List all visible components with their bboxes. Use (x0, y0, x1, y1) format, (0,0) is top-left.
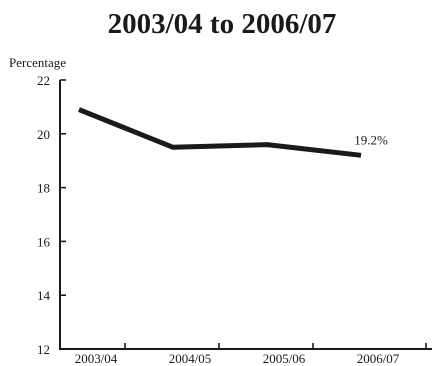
y-axis-label: Percentage (9, 55, 66, 70)
x-tick-label: 2005/06 (263, 351, 306, 366)
axes (59, 80, 432, 350)
y-tick-label: 14 (37, 288, 51, 303)
series-line (78, 107, 362, 158)
annotations: 19.2% (354, 132, 388, 147)
chart-title: 2003/04 to 2006/07 (108, 8, 337, 40)
y-tick-label: 12 (37, 342, 50, 357)
y-tick-label: 20 (37, 127, 50, 142)
y-tick-label: 18 (37, 181, 50, 196)
x-tick-label: 2003/04 (75, 351, 118, 366)
data-label: 19.2% (354, 132, 388, 147)
y-axis-ticks: 12 14 16 18 20 22 (37, 73, 66, 357)
series-group (78, 107, 362, 158)
y-tick-label: 16 (37, 234, 51, 249)
y-tick-label: 22 (37, 73, 50, 88)
x-tick-label: 2004/05 (169, 351, 212, 366)
x-axis-ticks: 2003/04 2004/05 2005/06 2006/07 (75, 343, 427, 366)
x-tick-label: 2006/07 (357, 351, 400, 366)
